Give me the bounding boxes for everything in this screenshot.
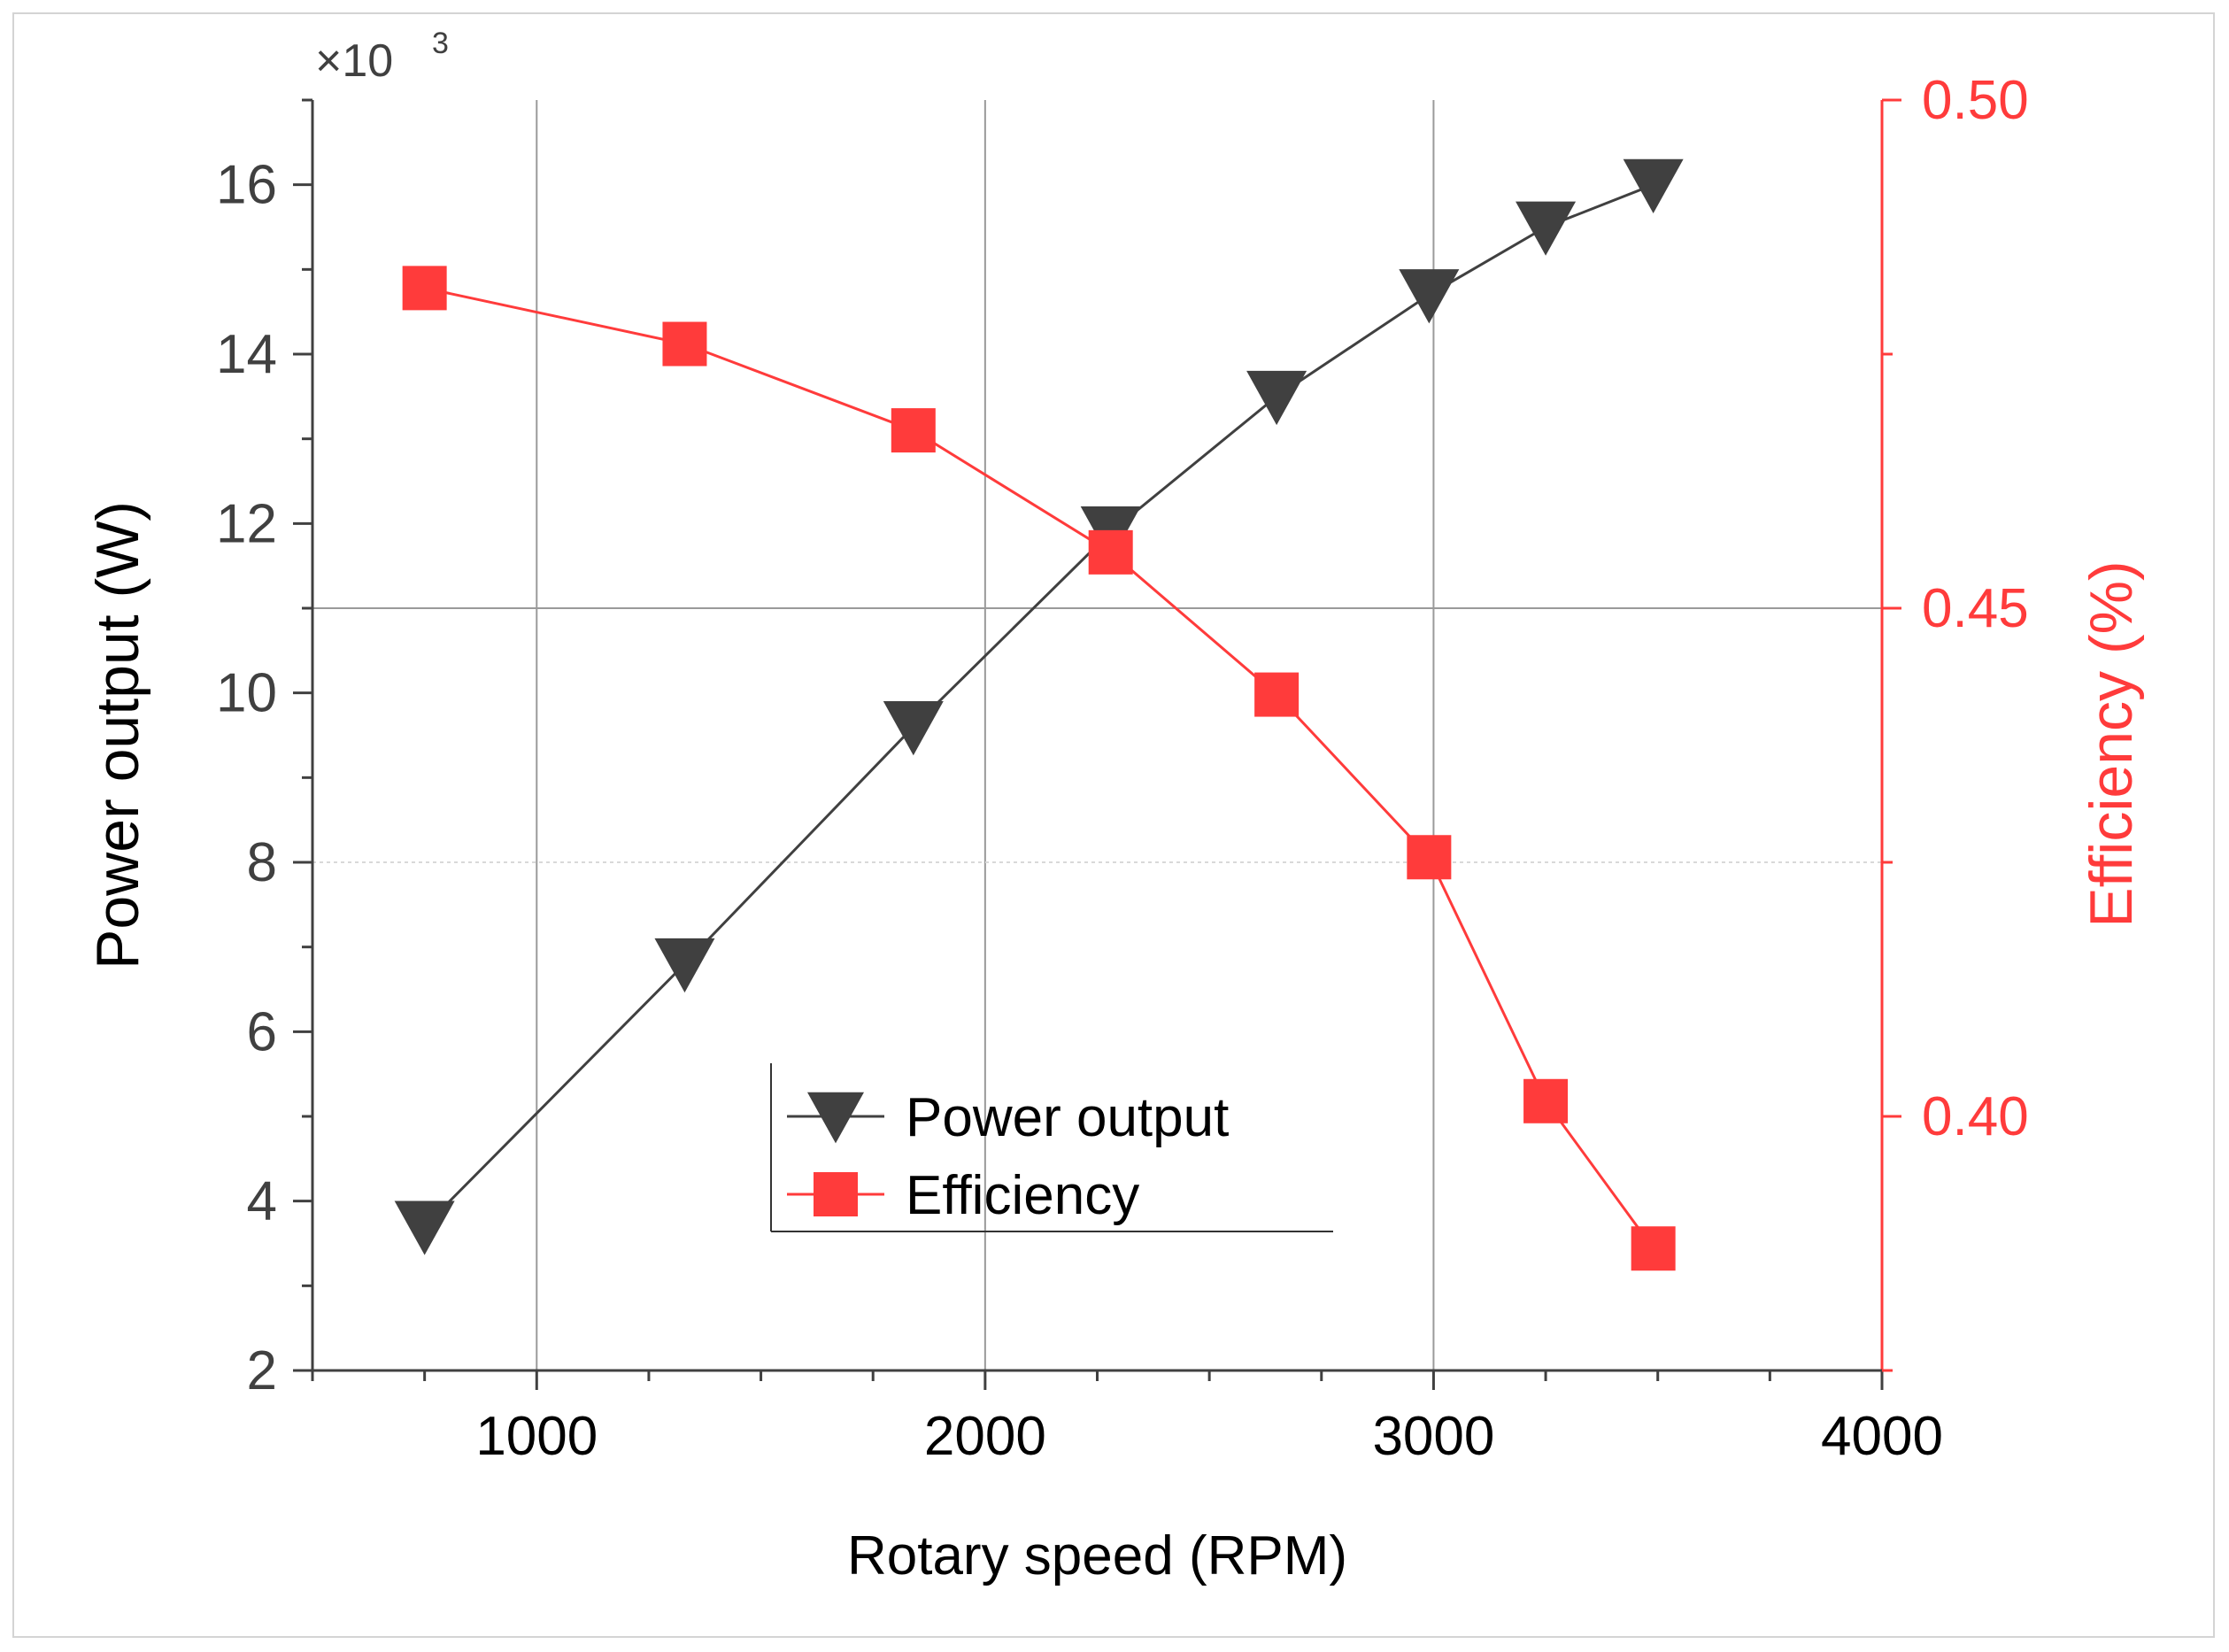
left-axis-multiplier: ×10 — [315, 35, 393, 87]
left-y-tick-label: 8 — [247, 832, 277, 893]
left-y-tick-label: 14 — [216, 324, 277, 385]
efficiency-point — [1523, 1078, 1569, 1123]
efficiency-point — [1407, 835, 1452, 880]
x-tick-label: 3000 — [1372, 1406, 1494, 1467]
efficiency-point — [1088, 529, 1133, 575]
efficiency-line — [424, 286, 1654, 1250]
power-output-point — [654, 938, 715, 993]
dual-axis-line-chart: 1000 2000 3000 4000 2 4 6 8 10 12 14 16 0.40 0.45 0.50… — [84, 27, 2145, 1586]
left-axis-multiplier-exponent: 3 — [432, 27, 449, 60]
left-y-tick-label: 10 — [216, 663, 277, 724]
right-y-tick-label: 0.50 — [1922, 70, 2029, 131]
legend-marker-power-output — [807, 1092, 864, 1144]
efficiency-point — [662, 321, 707, 367]
legend: Power output Efficiency — [770, 1063, 1333, 1232]
efficiency-point — [1254, 672, 1300, 717]
right-y-axis-title: Efficiency (%) — [2078, 560, 2145, 927]
power-output-point — [1246, 370, 1307, 426]
x-tick-label: 2000 — [924, 1406, 1046, 1467]
left-y-tick-label: 16 — [216, 155, 277, 216]
left-y-tick-label: 12 — [216, 493, 277, 554]
left-y-axis-title: Power output (W) — [84, 501, 151, 969]
power-output-point — [394, 1200, 455, 1255]
power-output-point — [883, 701, 944, 756]
legend-label-power-output: Power output — [906, 1087, 1229, 1148]
x-tick-label: 4000 — [1821, 1406, 1943, 1467]
efficiency-point — [891, 408, 936, 453]
power-output-point — [1399, 269, 1460, 324]
x-tick-label: 1000 — [475, 1406, 598, 1467]
legend-label-efficiency: Efficiency — [906, 1165, 1139, 1226]
figure-frame: 1000 2000 3000 4000 2 4 6 8 10 12 14 16 0.40 0.45 0.50… — [12, 12, 2215, 1638]
efficiency-point — [1631, 1226, 1676, 1271]
power-output-point — [1623, 158, 1684, 213]
right-y-tick-label: 0.40 — [1922, 1086, 2029, 1147]
legend-marker-efficiency — [814, 1172, 858, 1216]
left-y-tick-label: 4 — [247, 1171, 277, 1232]
power-output-point — [1516, 201, 1577, 256]
axes: 1000 2000 3000 4000 2 4 6 8 10 12 14 16 0.40 0.45 0.50 — [216, 70, 2029, 1467]
power-output-line — [423, 183, 1654, 1228]
left-y-tick-label: 2 — [247, 1340, 277, 1401]
left-y-tick-label: 6 — [247, 1001, 277, 1062]
right-y-tick-label: 0.45 — [1922, 578, 2029, 639]
efficiency-point — [402, 266, 447, 311]
x-axis-title: Rotary speed (RPM) — [847, 1525, 1347, 1586]
data-series — [394, 158, 1684, 1271]
